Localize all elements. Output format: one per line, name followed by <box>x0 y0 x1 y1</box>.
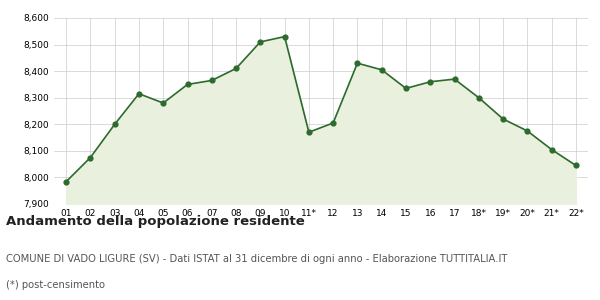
Point <box>231 66 241 71</box>
Point <box>450 77 460 82</box>
Point <box>377 68 386 72</box>
Point <box>86 155 95 160</box>
Point <box>328 121 338 125</box>
Point <box>256 40 265 44</box>
Point <box>401 86 411 91</box>
Point <box>158 100 168 105</box>
Point <box>353 61 362 66</box>
Text: Andamento della popolazione residente: Andamento della popolazione residente <box>6 214 305 227</box>
Point <box>523 128 532 133</box>
Point <box>207 78 217 83</box>
Point <box>498 117 508 122</box>
Point <box>110 122 119 127</box>
Point <box>571 163 581 168</box>
Point <box>61 179 71 184</box>
Text: (*) post-censimento: (*) post-censimento <box>6 280 105 290</box>
Point <box>425 80 435 84</box>
Point <box>304 130 314 135</box>
Point <box>474 95 484 100</box>
Text: COMUNE DI VADO LIGURE (SV) - Dati ISTAT al 31 dicembre di ogni anno - Elaborazio: COMUNE DI VADO LIGURE (SV) - Dati ISTAT … <box>6 254 508 263</box>
Point <box>280 34 289 39</box>
Point <box>134 91 144 96</box>
Point <box>182 82 192 87</box>
Point <box>547 147 556 152</box>
